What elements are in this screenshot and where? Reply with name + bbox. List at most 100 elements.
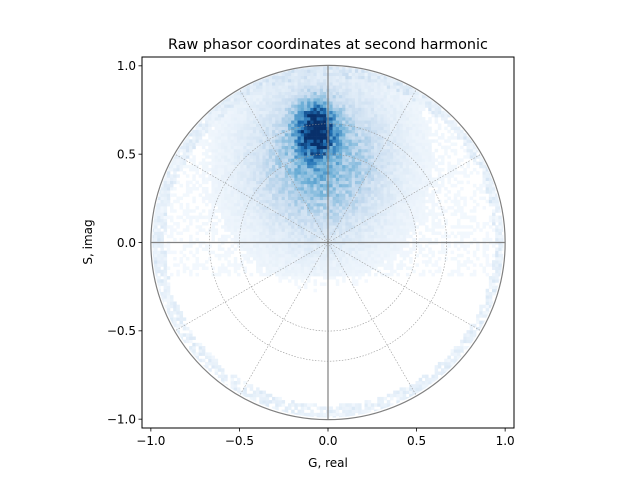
heatmap-cell [272,222,276,226]
heatmap-cell [399,263,404,267]
heatmap-cell [316,152,321,156]
heatmap-cell [160,272,164,277]
heatmap-cell [265,228,270,232]
heatmap-cell [192,167,196,172]
heatmap-cell [390,110,394,115]
heatmap-cell [300,117,305,121]
heatmap-cell [380,164,384,169]
heatmap-cell [358,406,362,410]
heatmap-cell [335,161,340,166]
heatmap-cell [386,190,391,194]
heatmap-cell [297,129,302,134]
heatmap-cell [211,155,215,159]
heatmap-cell [262,174,266,178]
heatmap-cell [243,129,247,134]
heatmap-cell [374,263,378,267]
heatmap-cell [466,155,471,159]
heatmap-cell [154,225,158,229]
heatmap-cell [208,123,212,127]
heatmap-cell [431,228,435,232]
heatmap-cell [182,244,187,248]
heatmap-cell [284,244,289,248]
heatmap-cell [367,161,372,166]
heatmap-cell [205,126,209,131]
heatmap-cell [396,171,400,175]
heatmap-cell [390,234,394,239]
heatmap-cell [428,228,432,232]
heatmap-cell [233,120,238,124]
heatmap-cell [272,110,276,115]
heatmap-cell [380,400,384,404]
heatmap-cell [374,148,378,153]
heatmap-cell [447,161,451,166]
heatmap-cell [354,139,359,143]
heatmap-cell [294,161,298,166]
heatmap-cell [380,263,384,267]
heatmap-cell [313,145,317,150]
heatmap-cell [316,120,321,124]
heatmap-cell [300,174,305,178]
heatmap-cell [319,234,324,239]
heatmap-cell [243,171,247,175]
heatmap-cell [361,253,365,258]
heatmap-cell [221,152,225,156]
heatmap-cell [214,123,219,127]
heatmap-cell [492,244,496,248]
heatmap-cell [182,326,187,331]
heatmap-cell [224,152,228,156]
heatmap-cell [294,148,298,153]
heatmap-cell [488,218,493,223]
heatmap-cell [268,171,273,175]
heatmap-cell [383,152,388,156]
heatmap-cell [332,120,337,124]
heatmap-cell [402,158,407,162]
heatmap-cell [227,171,231,175]
heatmap-cell [332,155,337,159]
heatmap-cell [351,253,356,258]
heatmap-cell [370,139,375,143]
heatmap-cell [335,253,340,258]
heatmap-cell [278,225,282,229]
heatmap-cell [351,129,356,134]
heatmap-cell [256,209,260,213]
heatmap-cell [268,202,273,207]
heatmap-cell [492,187,496,191]
heatmap-cell [332,183,337,188]
heatmap-cell [287,190,292,194]
heatmap-cell [236,190,241,194]
heatmap-cell [441,361,445,366]
heatmap-cell [348,123,353,127]
heatmap-cell [173,304,177,309]
heatmap-cell [329,256,333,261]
heatmap-cell [287,113,292,118]
heatmap-cell [198,193,203,197]
heatmap-cell [169,298,174,302]
heatmap-cell [405,202,410,207]
heatmap-cell [160,222,164,226]
heatmap-cell [243,104,247,108]
heatmap-cell [351,276,356,280]
heatmap-cell [294,215,298,220]
heatmap-cell [383,209,388,213]
heatmap-cell [348,145,353,150]
heatmap-cell [291,234,295,239]
heatmap-cell [329,142,333,146]
heatmap-cell [192,196,196,201]
heatmap-cell [358,260,362,264]
heatmap-cell [469,260,474,264]
heatmap-cell [252,155,257,159]
heatmap-cell [348,199,353,204]
heatmap-cell [224,132,228,137]
heatmap-cell [152,234,155,239]
heatmap-cell [252,142,257,146]
heatmap-cell [453,225,458,229]
heatmap-cell [205,355,209,360]
heatmap-cell [310,117,314,121]
heatmap-cell [240,104,244,108]
heatmap-cell [262,260,266,264]
heatmap-cell [166,202,171,207]
heatmap-cell [345,244,349,248]
heatmap-cell [402,136,407,140]
heatmap-cell [227,228,231,232]
heatmap-cell [303,199,308,204]
